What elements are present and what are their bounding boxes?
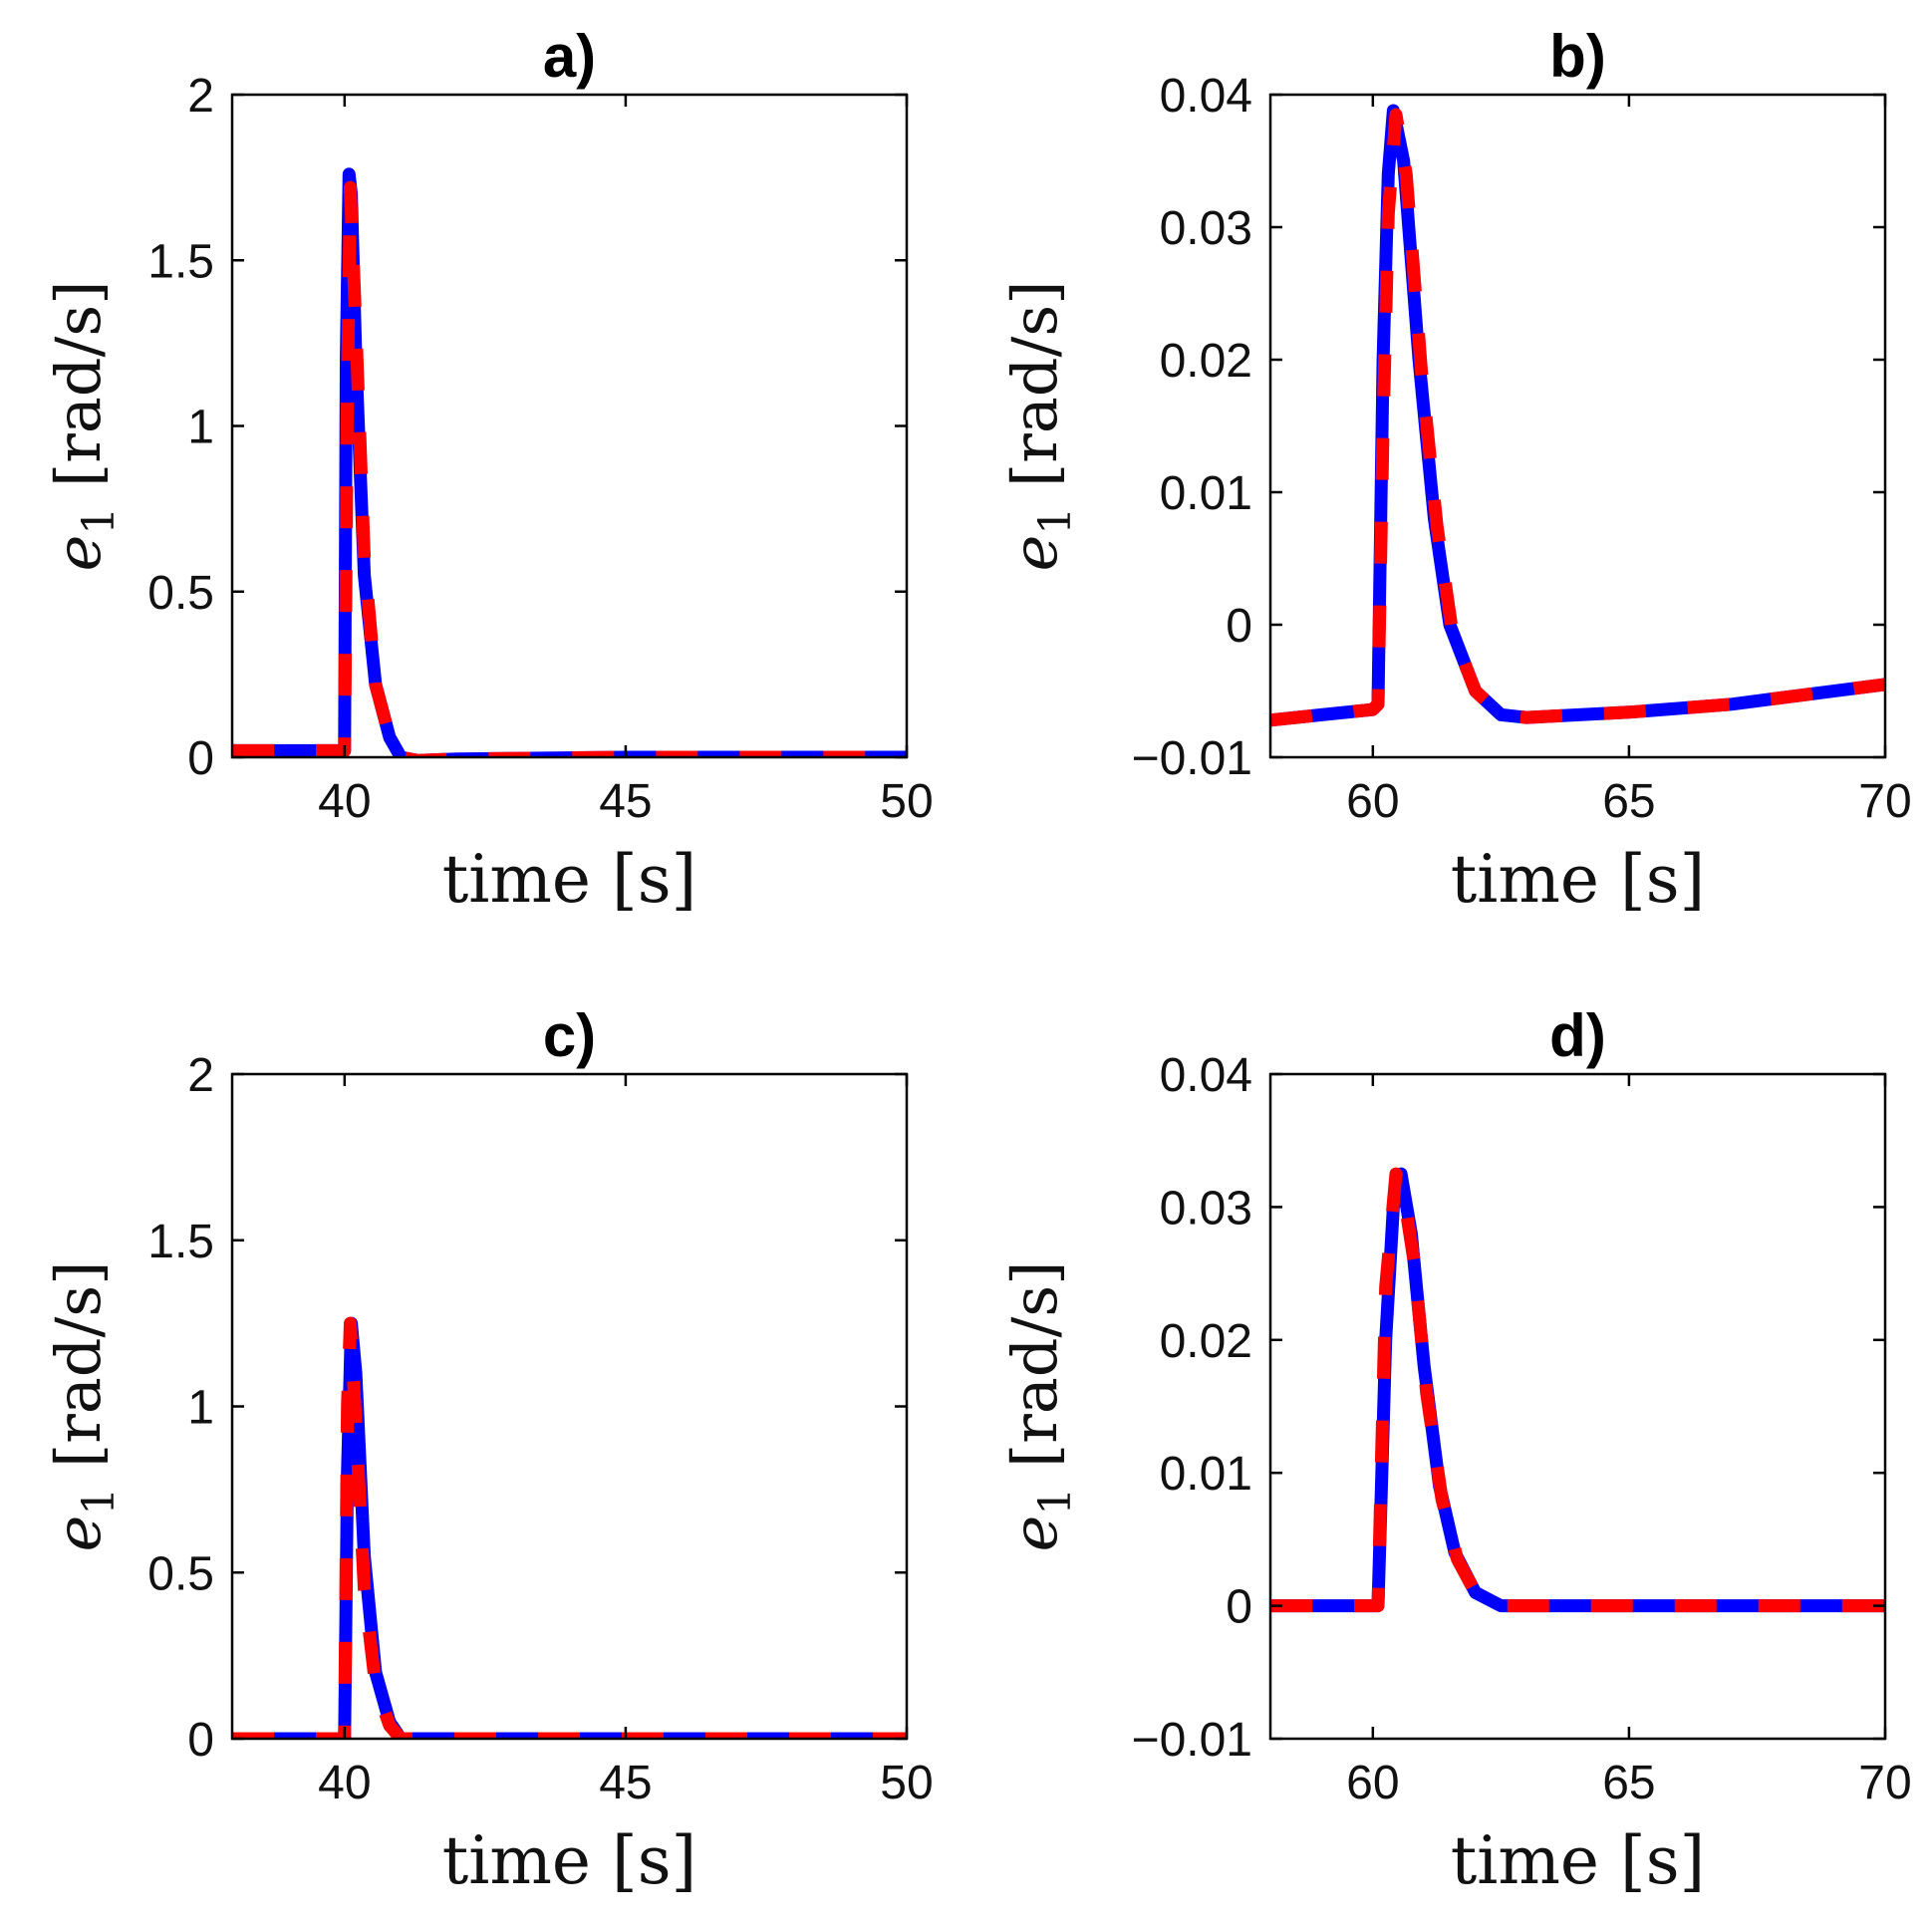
chart-3-ylabel: e1 [rad/s] (42, 1261, 125, 1552)
chart-1-ylabel-sub: 1 (74, 507, 125, 535)
chart-3-ylabel-unit: [rad/s] (42, 1261, 115, 1488)
chart-4-ylabel-var: e (998, 1516, 1071, 1552)
chart-2-ytick-label: 0.02 (1160, 335, 1252, 388)
chart-2-axes-box (1268, 93, 1887, 759)
chart-3-ytick-label: 1 (187, 1382, 214, 1435)
chart-3-axes-box (230, 1072, 909, 1741)
chart-1-axes-box (230, 93, 909, 759)
chart-4-ytick-label: 0.04 (1160, 1049, 1252, 1102)
chart-2-ylabel-sub: 1 (1030, 507, 1081, 535)
chart-3-plot-area (232, 1316, 907, 1739)
chart-1-ylabel-var: e (42, 535, 115, 572)
chart-1-series-blue-line (232, 167, 907, 757)
chart-3-series-blue-line (232, 1316, 907, 1739)
chart-2-ylabel-var: e (998, 535, 1071, 572)
chart-4: 60 65 70 −0.01 0 0.01 0.02 0.03 0.04 d) time [s] e1… (998, 1002, 1912, 1899)
chart-4-xtick-label: 65 (1602, 1757, 1655, 1809)
chart-4-ylabel-unit: [rad/s] (998, 1261, 1071, 1488)
chart-2-xtick-label: 60 (1346, 775, 1399, 828)
chart-1-plot-area (232, 167, 907, 757)
chart-1-xtick-label: 40 (318, 775, 371, 828)
chart-1-xtick-label: 45 (599, 775, 652, 828)
chart-1-ytick-label: 1 (187, 402, 214, 454)
chart-4-series-blue-line (1270, 1167, 1885, 1613)
chart-1-ylabel: e1 [rad/s] (42, 281, 125, 572)
chart-1-ytick-label: 2 (187, 70, 214, 123)
chart-2-title: b) (1549, 23, 1606, 90)
chart-1-ytick-label: 0.5 (147, 567, 214, 620)
chart-2-xtick-label: 70 (1858, 775, 1911, 828)
chart-3-title: c) (543, 1002, 596, 1069)
chart-3-ylabel-sub: 1 (74, 1488, 125, 1516)
chart-2-series-red-line (1270, 108, 1885, 727)
chart-3-ytick-label: 0 (187, 1714, 214, 1767)
chart-4-series-red-line (1270, 1167, 1885, 1613)
chart-1-xlabel: time [s] (442, 841, 697, 918)
chart-2-ylabel-unit: [rad/s] (998, 281, 1071, 507)
chart-2-ytick-label: −0.01 (1132, 732, 1252, 785)
chart-2-ytick-label: 0.03 (1160, 202, 1252, 255)
chart-2-ylabel: e1 [rad/s] (998, 281, 1081, 572)
chart-4-ytick-label: 0.01 (1160, 1448, 1252, 1501)
chart-4-xtick-label: 70 (1858, 1757, 1911, 1809)
chart-4-plot-area (1270, 1167, 1885, 1613)
chart-3-ytick-label: 0.5 (147, 1547, 214, 1600)
chart-4-xtick-label: 60 (1346, 1757, 1399, 1809)
chart-2-series-blue-line (1270, 104, 1885, 727)
chart-4-ytick-label: 0.02 (1160, 1315, 1252, 1368)
chart-2-ytick-label: 0 (1226, 600, 1252, 653)
chart-1-title: a) (543, 23, 596, 90)
chart-1-ytick-label: 0 (187, 732, 214, 785)
chart-2-xlabel: time [s] (1451, 841, 1706, 918)
chart-4-ylabel: e1 [rad/s] (998, 1261, 1081, 1552)
chart-3-ylabel-var: e (42, 1516, 115, 1552)
chart-1-xtick-label: 50 (880, 775, 933, 828)
chart-3-series-red-line (232, 1316, 907, 1739)
chart-2-ytick-label: 0.01 (1160, 467, 1252, 520)
chart-3-xtick-label: 50 (880, 1757, 933, 1809)
chart-1-series-red-line (232, 180, 907, 757)
chart-4-ytick-label: 0 (1226, 1581, 1252, 1634)
chart-2: 60 65 70 −0.01 0 0.01 0.02 0.03 0.04 b) time [s] e1… (998, 23, 1912, 918)
chart-1-ytick-label: 1.5 (147, 235, 214, 288)
chart-3-xlabel: time [s] (442, 1822, 697, 1899)
chart-2-plot-area (1270, 104, 1885, 727)
chart-1-ylabel-unit: [rad/s] (42, 281, 115, 507)
chart-4-ytick-label: −0.01 (1132, 1714, 1252, 1767)
chart-4-title: d) (1549, 1002, 1606, 1069)
chart-2-xtick-label: 65 (1602, 775, 1655, 828)
chart-3-ytick-label: 1.5 (147, 1216, 214, 1268)
chart-4-ylabel-sub: 1 (1030, 1488, 1081, 1516)
chart-3-xtick-label: 45 (599, 1757, 652, 1809)
chart-3-ytick-label: 2 (187, 1049, 214, 1102)
chart-4-axes-box (1268, 1072, 1887, 1741)
chart-2-ytick-label: 0.04 (1160, 70, 1252, 123)
chart-3-xtick-label: 40 (318, 1757, 371, 1809)
chart-4-ytick-label: 0.03 (1160, 1182, 1252, 1235)
chart-4-xlabel: time [s] (1451, 1822, 1706, 1899)
